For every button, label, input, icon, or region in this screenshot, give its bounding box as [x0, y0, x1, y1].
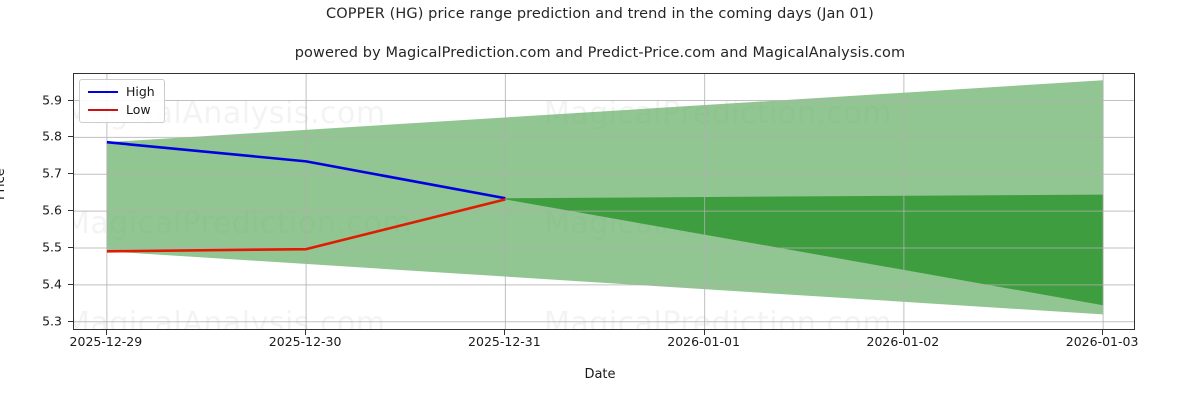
y-tick-mark — [68, 320, 73, 322]
x-tick-mark — [504, 330, 506, 335]
x-tick-label: 2025-12-29 — [69, 334, 143, 349]
y-tick-label: 5.8 — [42, 128, 62, 144]
y-tick-label: 5.6 — [42, 202, 62, 218]
x-tick-label: 2026-01-03 — [1065, 334, 1139, 349]
band-svg — [106, 80, 1104, 315]
grid-svg — [74, 74, 1134, 329]
y-tick-label: 5.9 — [42, 92, 62, 108]
line-svg — [106, 140, 506, 253]
y-tick-mark — [68, 283, 73, 285]
series-line-low — [106, 198, 506, 253]
legend-label-high: High — [126, 84, 155, 99]
legend-label-low: Low — [126, 101, 151, 117]
y-tick-mark — [68, 173, 73, 175]
legend-swatch-high — [88, 91, 118, 94]
y-tick-mark — [68, 136, 73, 138]
x-tick-mark — [902, 330, 904, 335]
chart-subtitle: powered by MagicalPrediction.com and Pre… — [294, 45, 906, 61]
y-tick-mark — [68, 210, 73, 212]
x-tick-mark — [1102, 330, 1104, 335]
y-tick-mark — [68, 247, 73, 249]
x-tick-mark — [105, 330, 107, 335]
legend-swatch-low — [88, 108, 118, 111]
x-tick-label: 2026-01-01 — [667, 334, 740, 349]
grid-lines — [74, 74, 1134, 329]
x-tick-label: 2026-01-02 — [866, 334, 940, 349]
x-tick-label: 2025-12-31 — [468, 334, 541, 349]
chart-legend: High Low — [79, 79, 165, 123]
y-tick-label: 5.4 — [42, 276, 62, 292]
legend-item-low[interactable]: Low — [88, 101, 155, 117]
legend-item-high[interactable]: High — [88, 84, 155, 99]
series-lines — [74, 74, 1134, 329]
y-tick-label: 5.5 — [42, 239, 62, 255]
x-tick-label: 2025-12-30 — [268, 334, 342, 349]
y-tick-label: 5.7 — [42, 165, 62, 181]
prediction-band-layer — [74, 74, 1134, 329]
series-line-high — [106, 140, 506, 200]
x-tick-mark — [703, 330, 705, 335]
y-tick-mark — [68, 99, 73, 101]
chart-title: COPPER (HG) price range prediction and t… — [326, 6, 874, 22]
y-tick-label: 5.3 — [42, 313, 62, 329]
x-axis-label: Date — [584, 367, 616, 382]
x-tick-mark — [305, 330, 307, 335]
plot-area: MagicalAnalysis.comMagicalPrediction.com… — [73, 73, 1135, 330]
confidence-band — [505, 194, 1104, 306]
